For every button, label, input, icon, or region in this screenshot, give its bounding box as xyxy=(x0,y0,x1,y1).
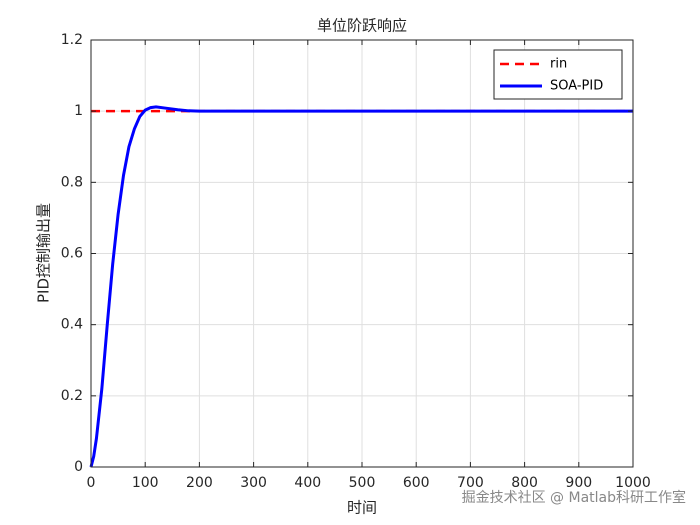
x-tick-label: 900 xyxy=(565,475,592,491)
x-tick-label: 200 xyxy=(186,475,213,491)
x-tick-label: 300 xyxy=(240,475,267,491)
legend-box xyxy=(493,49,623,100)
x-tick-label: 1000 xyxy=(615,475,651,491)
lines xyxy=(89,105,633,468)
x-tick-label: 800 xyxy=(511,475,538,491)
y-tick-label: 0.4 xyxy=(61,317,83,333)
x-tick-label: 500 xyxy=(349,475,376,491)
y-tick-label: 0.2 xyxy=(61,388,83,404)
x-axis-label: 时间 xyxy=(347,499,377,517)
x-tick-label: 400 xyxy=(294,475,321,491)
y-tick-label: 0.8 xyxy=(61,174,83,190)
y-tick-label: 0 xyxy=(74,459,83,475)
x-tick-label: 600 xyxy=(403,475,430,491)
legend-label: SOA-PID xyxy=(550,79,603,94)
legend-label: rin xyxy=(550,57,567,72)
x-tick-label: 100 xyxy=(132,475,159,491)
chart-title: 单位阶跃响应 xyxy=(317,17,407,35)
y-axis-label: PID控制输出量 xyxy=(35,203,53,303)
x-tick-label: 0 xyxy=(87,475,96,491)
y-tick-label: 1.2 xyxy=(61,32,83,48)
y-tick-label: 0.6 xyxy=(61,246,83,262)
watermark: 掘金技术社区 @ Matlab科研工作室 xyxy=(462,489,686,506)
y-tick-label: 1 xyxy=(74,103,83,119)
series-line xyxy=(89,105,633,468)
x-tick-label: 700 xyxy=(457,475,484,491)
